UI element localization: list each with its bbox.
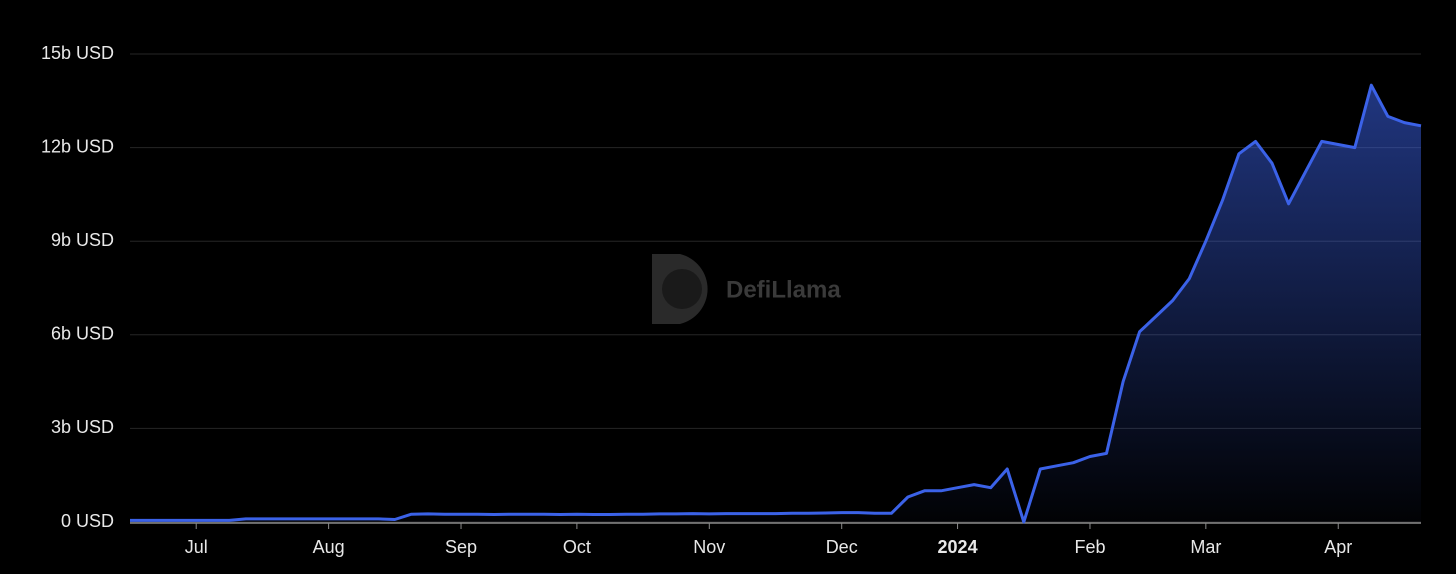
y-tick-label: 6b USD	[51, 324, 114, 344]
y-tick-label: 3b USD	[51, 417, 114, 437]
area	[130, 85, 1421, 522]
plot: 0 USD 3b USD 6b USD 9b USD 12b USD 15b USD Jul…	[41, 43, 1422, 557]
x-tick-label: 2024	[938, 537, 978, 557]
y-tick-label: 9b USD	[51, 230, 114, 250]
x-tick-label: Oct	[563, 537, 591, 557]
x-tick-label: Apr	[1324, 537, 1352, 557]
y-tick-label: 12b USD	[41, 136, 114, 156]
x-tick-label: Sep	[445, 537, 477, 557]
x-tick-label: Jul	[185, 537, 208, 557]
y-tick-label: 0 USD	[61, 511, 114, 531]
x-tick-label: Aug	[313, 537, 345, 557]
y-tick-label: 15b USD	[41, 43, 114, 63]
x-tick-label: Dec	[826, 537, 858, 557]
watermark-logo	[652, 254, 708, 324]
x-tick-label: Feb	[1074, 537, 1105, 557]
x-tick-label: Mar	[1190, 537, 1221, 557]
watermark: DefiLlama	[726, 276, 841, 303]
x-tick-label: Nov	[693, 537, 725, 557]
line	[130, 83, 1422, 524]
